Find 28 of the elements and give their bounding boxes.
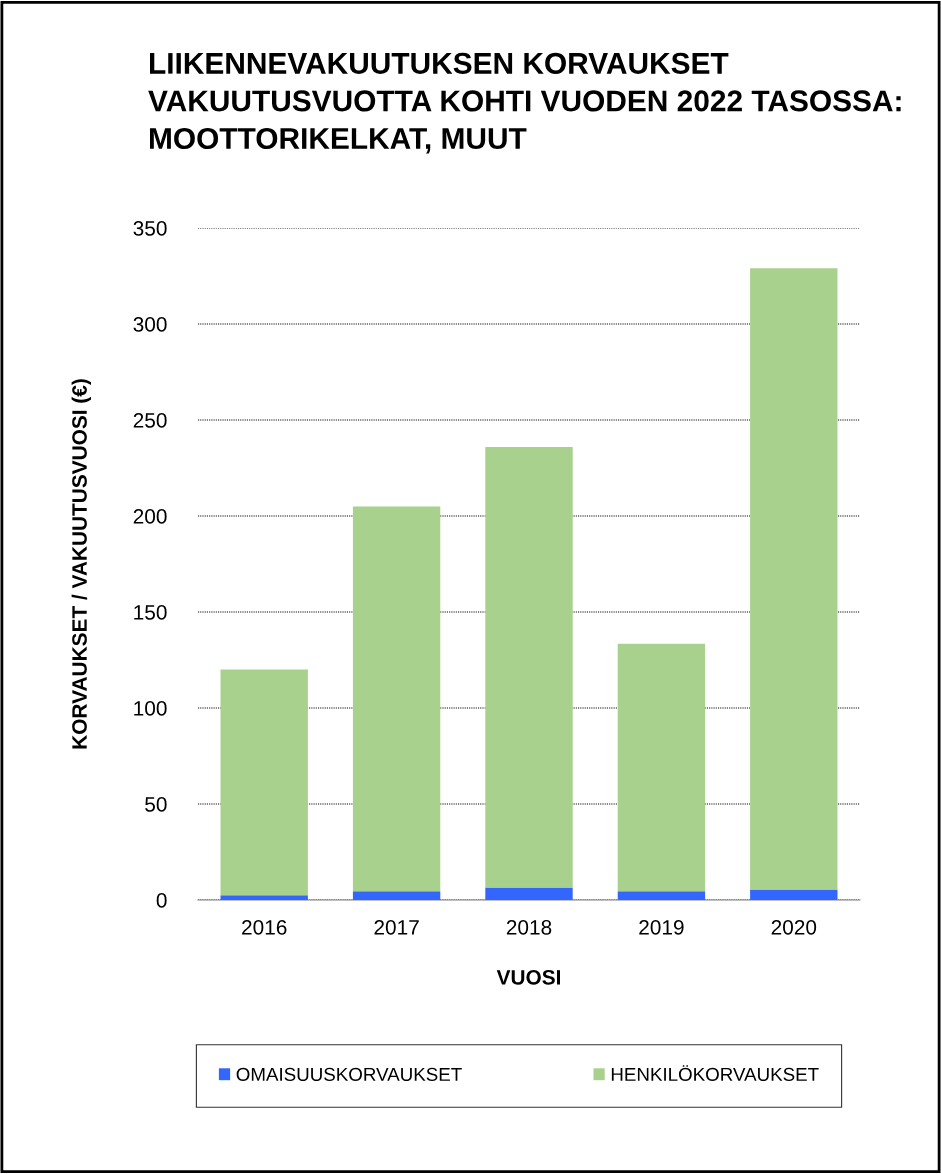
y-tick-label: 50 (145, 797, 167, 812)
y-tick-label: 200 (133, 509, 167, 524)
x-tick-label: 2017 (374, 919, 419, 935)
x-tick-label: 2018 (506, 919, 552, 935)
y-tick-label: 350 (133, 221, 167, 236)
x-axis-title: VUOSI (496, 969, 561, 985)
bar (617, 643, 706, 892)
y-tick-label: 100 (134, 701, 167, 716)
bar (617, 891, 706, 900)
x-tick-label: 2016 (242, 919, 287, 935)
bar (485, 446, 573, 888)
x-tick-label: 2019 (639, 919, 684, 935)
bar (352, 506, 441, 892)
bar (750, 889, 838, 900)
y-tick-label: 300 (133, 317, 167, 332)
bar (485, 887, 573, 900)
chart-title: LIIKENNEVAKUUTUKSEN KORVAUKSET VAKUUTUSVUOTTA KOHTI VUODEN 2022 TASOSSA: MOOTTORIKELKAT, MUUT (148, 52, 901, 154)
x-tick-label: 2020 (771, 919, 817, 935)
y-tick-label: 150 (134, 605, 167, 620)
legend-label: OMAISUUSKORVAUKSET (236, 1067, 462, 1082)
bar (352, 891, 441, 900)
bar (220, 895, 308, 900)
y-tick-label: 250 (133, 413, 167, 428)
bar (750, 268, 838, 890)
y-tick-label: 0 (156, 893, 167, 908)
y-axis-title: KORVAUKSET / VAKUUTUSVUOSI (€) (71, 379, 92, 749)
legend-label: HENKILÖKORVAUKSET (611, 1065, 819, 1082)
bar (220, 669, 308, 896)
